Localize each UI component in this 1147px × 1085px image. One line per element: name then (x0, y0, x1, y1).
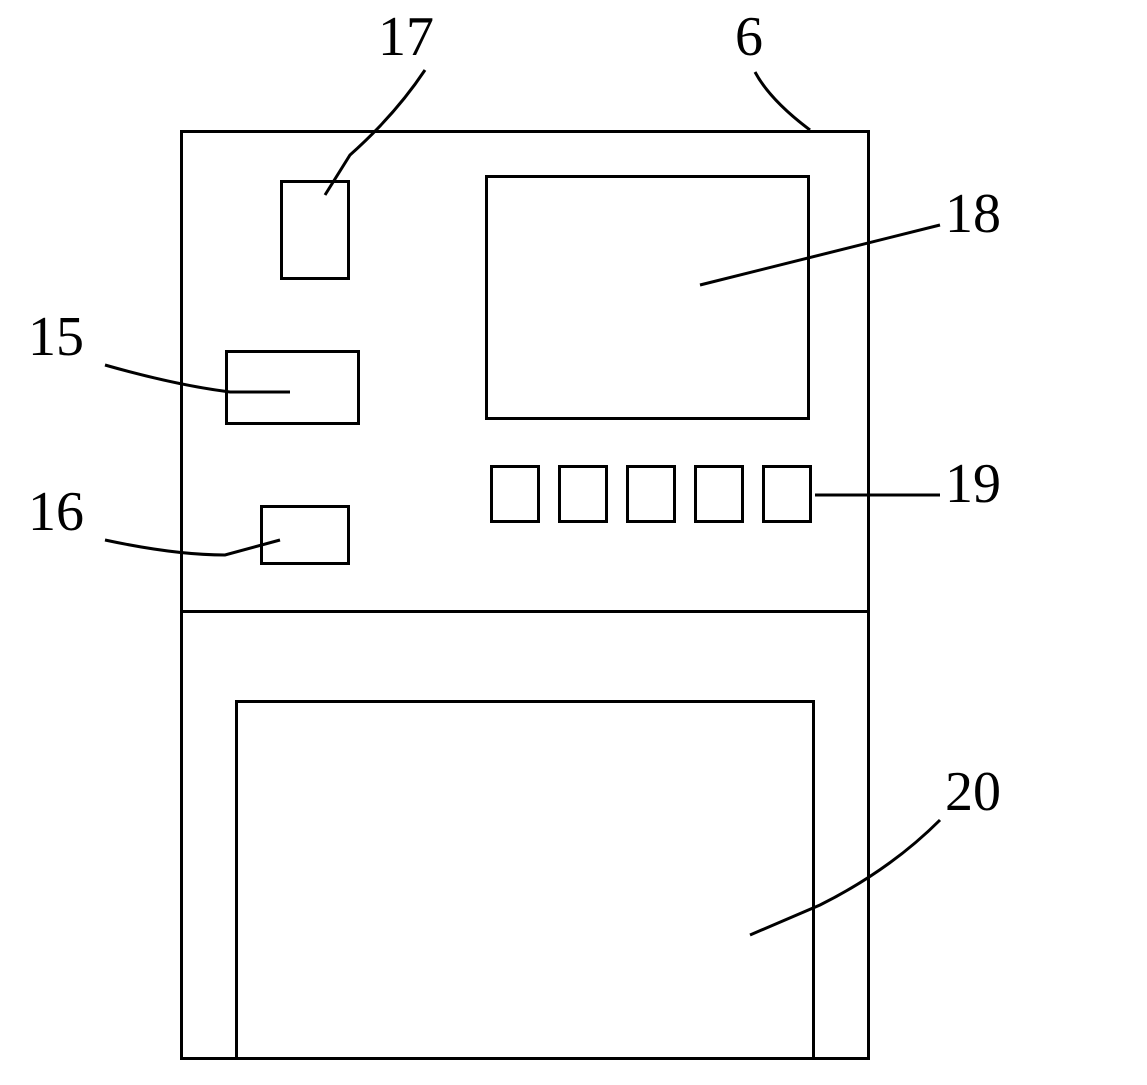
component-15 (225, 350, 360, 425)
label-6: 6 (735, 5, 763, 69)
component-16 (260, 505, 350, 565)
panel-divider (180, 610, 870, 613)
button-2 (558, 465, 608, 523)
button-3 (626, 465, 676, 523)
label-15: 15 (28, 305, 84, 369)
component-17 (280, 180, 350, 280)
label-17: 17 (378, 5, 434, 69)
label-19: 19 (945, 452, 1001, 516)
button-5 (762, 465, 812, 523)
button-1 (490, 465, 540, 523)
label-20: 20 (945, 760, 1001, 824)
leader-6 (755, 72, 810, 130)
label-16: 16 (28, 480, 84, 544)
component-18-screen (485, 175, 810, 420)
button-4 (694, 465, 744, 523)
label-18: 18 (945, 182, 1001, 246)
component-20-opening (235, 700, 815, 1060)
technical-diagram: 17 6 18 15 19 16 20 (0, 0, 1147, 1085)
